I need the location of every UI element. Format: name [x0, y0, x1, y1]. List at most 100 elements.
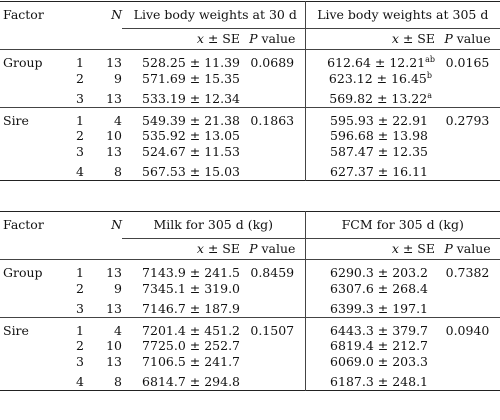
- n-cell: 9: [114, 280, 122, 296]
- pvalue-cell: [435, 71, 500, 87]
- n-cell: 8: [114, 374, 122, 389]
- pvalue-cell: [240, 301, 305, 317]
- mean-se-cell: 549.39 ± 21.38: [142, 112, 240, 128]
- level-cell: 2: [76, 338, 84, 353]
- factor-label: [0, 301, 62, 317]
- mean-se-value: 6443.3 ± 379.7: [330, 322, 428, 338]
- pvalue-cell: 0.1863: [250, 112, 295, 128]
- mean-se-value: 623.12 ± 16.45: [328, 70, 427, 86]
- level-cell: 2: [76, 70, 84, 86]
- header-n: N: [111, 217, 122, 233]
- pvalue-cell: 0.1507: [250, 322, 295, 338]
- n-cell: 9: [114, 70, 122, 86]
- header-pvalue: P value: [444, 241, 491, 256]
- table-row: 3 13 7146.7 ± 187.9 6399.3 ± 197.1: [0, 301, 500, 317]
- mean-se-cell: 596.68 ± 13.98: [304, 128, 435, 144]
- header-group-30d: Live body weights at 30 d: [122, 1, 305, 29]
- pvalue-cell: [240, 354, 305, 370]
- pvalue-cell: [435, 144, 500, 160]
- mean-se-cell: 623.12 ± 16.45b: [304, 70, 435, 86]
- header-fcm-305d: FCM for 305 d (kg): [304, 211, 500, 239]
- pvalue-cell: 0.8459: [250, 265, 295, 280]
- mean-se-value: 627.37 ± 16.11: [330, 164, 428, 179]
- mean-se-cell: 7106.5 ± 241.7: [142, 353, 240, 369]
- header-pvalue: P value: [249, 241, 296, 256]
- mean-se-value: 6819.4 ± 212.7: [330, 338, 428, 353]
- mean-se-cell: 612.64 ± 12.21ab: [304, 55, 435, 71]
- mean-se-value: 612.64 ± 12.21: [327, 55, 426, 70]
- mean-se-value: 587.47 ± 12.35: [330, 143, 428, 159]
- factor-label: [0, 71, 62, 87]
- level-cell: 3: [76, 353, 84, 369]
- table-row: Group 1 13 528.25 ± 11.39 0.0689 612.64 ± 12.…: [0, 55, 500, 71]
- level-cell: 3: [76, 91, 84, 106]
- pvalue-cell: 0.0940: [445, 322, 490, 338]
- pvalue-cell: 0.0165: [445, 55, 490, 70]
- factor-label: [0, 374, 62, 390]
- n-cell: 13: [106, 91, 122, 106]
- n-cell: 13: [106, 265, 122, 280]
- pvalue-cell: 0.0689: [250, 55, 295, 70]
- n-cell: 13: [106, 301, 122, 316]
- significance-superscript: b: [426, 70, 432, 80]
- table-row: 4 8 6814.7 ± 294.8 6187.3 ± 248.1: [0, 374, 500, 390]
- mean-se-cell: 7345.1 ± 319.0: [142, 280, 240, 296]
- table-row: 2 10 7725.0 ± 252.7 6819.4 ± 212.7: [0, 338, 500, 354]
- mean-se-cell: 524.67 ± 11.53: [142, 143, 240, 159]
- mean-se-cell: 567.53 ± 15.03: [142, 164, 240, 179]
- factor-label: [0, 91, 62, 107]
- header-milk-305d: Milk for 305 d (kg): [122, 211, 305, 239]
- header-pvalue: P value: [249, 31, 296, 46]
- factor-label: [0, 164, 62, 180]
- n-cell: 4: [114, 112, 122, 128]
- mean-se-value: 6187.3 ± 248.1: [330, 374, 428, 389]
- n-cell: 13: [106, 353, 122, 369]
- n-cell: 13: [106, 143, 122, 159]
- table-row: Sire 1 4 7201.4 ± 451.2 0.1507 6443.3 ± 379.7…: [0, 322, 500, 338]
- mean-se-cell: 6307.6 ± 268.4: [304, 280, 435, 296]
- header-group-305d: Live body weights at 305 d: [304, 1, 500, 29]
- pvalue-cell: [435, 281, 500, 297]
- level-cell: 2: [76, 280, 84, 296]
- header-mean-se: x ± SE: [196, 241, 240, 256]
- level-cell: 2: [76, 128, 84, 143]
- header-factor: Factor: [3, 217, 44, 233]
- mean-se-cell: 535.92 ± 13.05: [142, 128, 240, 143]
- pvalue-cell: [240, 71, 305, 87]
- pvalue-cell: [435, 128, 500, 144]
- table-row: 4 8 567.53 ± 15.03 627.37 ± 16.11: [0, 164, 500, 180]
- factor-label: Sire: [3, 112, 29, 128]
- factor-label: [0, 281, 62, 297]
- pvalue-cell: 0.7382: [445, 265, 490, 280]
- n-cell: 4: [114, 322, 122, 338]
- n-cell: 13: [106, 55, 122, 70]
- mean-se-value: 6307.6 ± 268.4: [330, 280, 428, 296]
- mean-se-cell: 6819.4 ± 212.7: [304, 338, 435, 354]
- level-cell: 3: [76, 143, 84, 159]
- mean-se-cell: 7146.7 ± 187.9: [142, 301, 240, 316]
- pvalue-cell: [435, 354, 500, 370]
- mean-se-value: 569.82 ± 13.22: [329, 91, 428, 106]
- mean-se-cell: 528.25 ± 11.39: [142, 55, 240, 70]
- header-factor: Factor: [3, 7, 44, 23]
- mean-se-cell: 6187.3 ± 248.1: [304, 374, 435, 390]
- pvalue-cell: [240, 144, 305, 160]
- table-row: 2 10 535.92 ± 13.05 596.68 ± 13.98: [0, 128, 500, 144]
- level-cell: 1: [76, 112, 84, 128]
- table-row: 2 9 7345.1 ± 319.0 6307.6 ± 268.4: [0, 280, 500, 297]
- level-cell: 4: [76, 164, 84, 179]
- pvalue-cell: [240, 164, 305, 180]
- level-cell: 1: [76, 322, 84, 338]
- mean-se-cell: 6443.3 ± 379.7: [304, 322, 435, 338]
- table-row: 3 13 524.67 ± 11.53 587.47 ± 12.35: [0, 143, 500, 160]
- mean-se-cell: 595.93 ± 22.91: [304, 112, 435, 128]
- mean-se-value: 6399.3 ± 197.1: [330, 301, 428, 316]
- mean-se-value: 595.93 ± 22.91: [330, 112, 428, 128]
- table-body-weights: Factor N Live body weights at 30 d Live …: [0, 1, 500, 181]
- header-pvalue: P value: [444, 31, 491, 46]
- header-mean-se: x ± SE: [304, 28, 435, 50]
- table-row: Group 1 13 7143.9 ± 241.5 0.8459 6290.3 ± 203…: [0, 265, 500, 281]
- mean-se-cell: 6399.3 ± 197.1: [304, 301, 435, 317]
- mean-se-cell: 587.47 ± 12.35: [304, 143, 435, 159]
